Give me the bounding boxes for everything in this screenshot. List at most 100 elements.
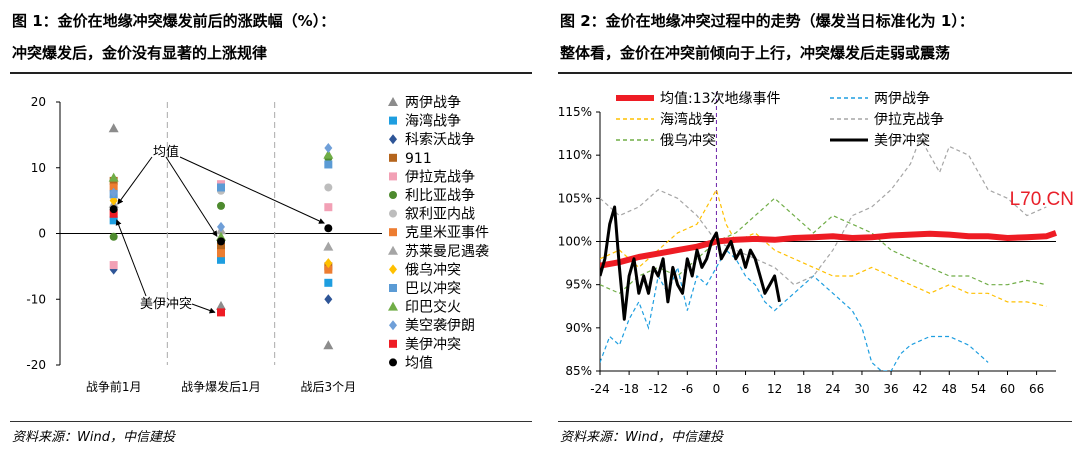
point-series-7-0 <box>109 183 118 192</box>
figure1-top-rule <box>10 72 532 74</box>
legend-marker-12 <box>389 320 397 331</box>
figure1-title: 图 1：金价在地缘冲突爆发前后的涨跌幅（%）： <box>12 12 336 30</box>
point-series-9-2 <box>324 258 333 269</box>
figure2-panel: 图 2：金价在地缘冲突过程中的走势（爆发当日标准化为 1）： 整体看，金价在冲突… <box>548 0 1080 453</box>
legend-marker-7 <box>389 228 397 237</box>
legend-label-6: 叙利亚内战 <box>405 206 475 223</box>
x-tick-label-9: 30 <box>854 382 869 396</box>
figure2-line-chart: 85% 90% 95% 100% 105% 110% 115% -24 -18 -12 -6 0 6 12… <box>558 91 1074 396</box>
y-tick-label-1: 90% <box>565 321 592 335</box>
legend-marker-2 <box>389 134 397 145</box>
point-series-14-0 <box>109 205 118 214</box>
annotation-usiran-arrow-1 <box>191 303 216 314</box>
legend-marker-13 <box>389 339 397 348</box>
point-series-1-0 <box>109 216 118 225</box>
figure1-bottom-rule <box>10 421 532 422</box>
legend-label-8: 苏莱曼尼遇袭 <box>405 244 489 260</box>
y-tick-label-1: -10 <box>26 292 46 306</box>
point-series-4-2 <box>324 203 333 212</box>
y-tick-label-3: 10 <box>31 161 46 175</box>
legend-label-4: 伊拉克战争 <box>405 169 475 185</box>
point-series-0-2 <box>323 340 334 350</box>
watermark-text: L70.CN <box>1010 189 1074 210</box>
y-tick-label-6: 115% <box>558 105 592 119</box>
point-series-5-1 <box>217 201 225 210</box>
point-series-10-1 <box>217 183 225 192</box>
y-tick-label-4: 20 <box>31 95 46 109</box>
legend-marker-4 <box>389 172 397 181</box>
legend-marker-5 <box>389 191 397 199</box>
y-tick-label-4: 105% <box>558 191 592 205</box>
point-series-12-2 <box>324 143 333 154</box>
legend-marker-8 <box>388 245 398 255</box>
point-series-4-0 <box>109 261 118 270</box>
line-series-0 <box>600 230 1057 269</box>
legend-label-1: 海湾战争 <box>405 113 461 130</box>
figure1-panel: 图 1：金价在地缘冲突爆发前后的涨跌幅（%）： 冲突爆发后，金价没有显著的上涨规… <box>10 12 532 445</box>
figure2-bottom-rule <box>558 421 1072 422</box>
legend-label-14: 均值 <box>405 355 433 371</box>
legend-label-1: 两伊战争 <box>874 91 930 107</box>
point-series-0-0 <box>108 123 119 133</box>
legend-label-3: 伊拉克战争 <box>874 112 944 128</box>
legend-label-12: 美空袭伊朗 <box>405 318 475 334</box>
point-series-7-2 <box>324 265 333 274</box>
point-series-12-0 <box>109 187 118 198</box>
point-series-5-0 <box>109 232 118 241</box>
x-tick-label-10: 36 <box>883 382 898 396</box>
legend-label-3: 911 <box>405 151 432 167</box>
point-series-12-1 <box>217 221 225 232</box>
point-series-11-0 <box>108 172 119 182</box>
legend-label-5: 美伊冲突 <box>874 133 930 149</box>
legend-marker-14 <box>389 358 397 367</box>
legend-label-7: 克里米亚事件 <box>405 225 489 241</box>
legend-marker-1 <box>389 116 397 125</box>
annotation-usiran-label: 美伊冲突 <box>140 296 192 312</box>
y-tick-label-0: 85% <box>565 364 592 378</box>
legend-label-9: 俄乌冲突 <box>405 262 461 278</box>
point-series-9-0 <box>109 195 118 206</box>
point-series-6-2 <box>324 183 333 192</box>
line-series-4 <box>600 197 1047 295</box>
legend-label-4: 俄乌冲突 <box>660 133 716 149</box>
legend-marker-6 <box>389 209 397 218</box>
x-tick-label-3: -6 <box>681 382 693 396</box>
legend-marker-10 <box>389 284 397 292</box>
figure2-source: 资料来源：Wind，中信建投 <box>560 430 723 445</box>
point-series-0-1 <box>216 300 226 310</box>
point-series-1-2 <box>324 278 333 287</box>
y-tick-label-0: -20 <box>26 358 46 372</box>
x-tick-label-8: 24 <box>825 382 840 396</box>
x-tick-label-13: 54 <box>971 382 986 396</box>
x-tick-label-12: 48 <box>942 382 957 396</box>
annotation-mean-arrow-1 <box>165 156 218 237</box>
figure2-top-rule <box>558 72 1072 74</box>
annotation-mean-arrow-0 <box>117 156 153 205</box>
x-tick-label-7: 18 <box>796 382 811 396</box>
legend-marker-11 <box>388 301 398 311</box>
x-tick-label-5: 6 <box>742 382 750 396</box>
x-tick-label-11: 42 <box>913 382 928 396</box>
x-tick-label-0: -24 <box>590 382 610 396</box>
line-series-5 <box>600 205 781 321</box>
annotation-mean-arrow-2 <box>179 156 325 224</box>
point-series-14-1 <box>217 237 225 246</box>
line-series-3 <box>600 136 1047 286</box>
line-series-2 <box>600 188 1047 307</box>
legend-label-11: 印巴交火 <box>405 299 461 316</box>
legend-marker-0 <box>388 97 398 106</box>
x-tick-label-15: 66 <box>1029 382 1044 396</box>
x-category-label-0: 战争前1月 <box>86 379 142 394</box>
point-series-14-2 <box>324 224 333 233</box>
figure2-subtitle: 整体看，金价在冲突前倾向于上行，冲突爆发后走弱或震荡 <box>560 44 951 62</box>
x-tick-label-4: 0 <box>713 382 721 396</box>
x-category-label-2: 战后3个月 <box>301 380 357 394</box>
point-series-8-2 <box>323 241 334 251</box>
x-tick-label-1: -18 <box>619 382 639 396</box>
point-series-3-1 <box>217 242 225 251</box>
figure2-title: 图 2：金价在地缘冲突过程中的走势（爆发当日标准化为 1）： <box>560 12 974 30</box>
legend-label-13: 美伊冲突 <box>405 337 461 353</box>
point-series-13-1 <box>217 308 225 317</box>
point-series-1-1 <box>217 255 225 264</box>
